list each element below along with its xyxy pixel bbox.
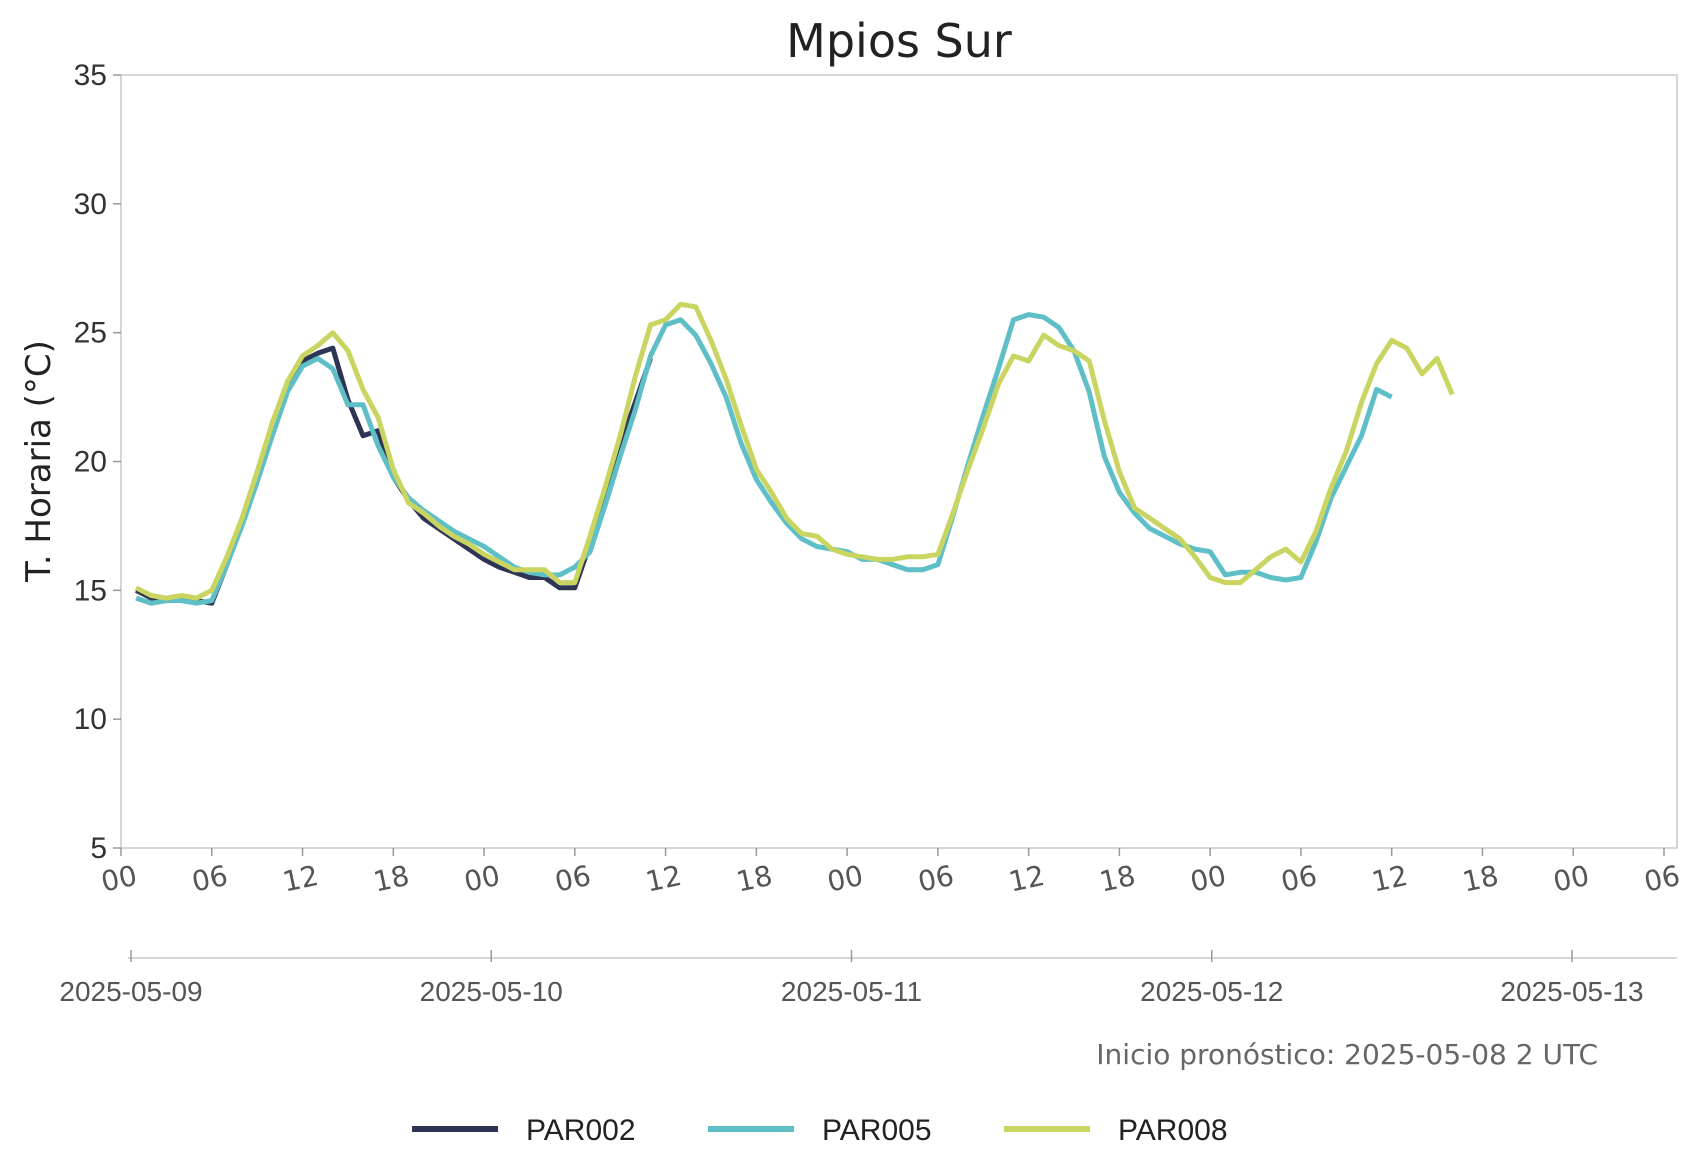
plot-frame [120,74,1678,849]
date-tick-label: 2025-05-10 [420,976,563,1007]
series-lines [134,301,1455,606]
x-hour-tick-label: 12 [1006,859,1048,899]
x-hour-tick-label: 06 [1278,859,1320,899]
legend: PAR002 PAR005 PAR008 [412,1114,1228,1147]
x-hour-tick-label: 12 [1369,859,1411,899]
x-axis-hours: 00 06 12 18 00 06 12 18 00 06 12 18 00 06 12 18 00 06 [98,848,1683,899]
x-hour-tick-label: 06 [189,859,231,899]
y-axis-label: T. Horaria (°C) [19,340,59,583]
x-hour-tick-label: 12 [280,859,322,899]
x-hour-tick-label: 18 [1460,859,1502,899]
x-hour-tick-label: 06 [1641,859,1683,899]
legend-label-par008: PAR008 [1118,1114,1228,1147]
legend-label-par005: PAR005 [822,1114,932,1147]
y-tick-label: 15 [74,574,107,607]
chart-title: Mpios Sur [786,14,1012,68]
y-tick-label: 30 [74,188,107,221]
date-tick-label: 2025-05-12 [1140,976,1283,1007]
y-axis: 5 10 15 20 25 30 35 [74,59,121,865]
x-hour-tick-label: 00 [98,859,140,899]
x-hour-tick-label: 18 [370,859,412,899]
y-tick-label: 5 [90,832,107,865]
y-tick-label: 25 [74,317,107,350]
legend-label-par002: PAR002 [526,1114,636,1147]
x-hour-tick-label: 00 [824,859,866,899]
x-hour-tick-label: 18 [1097,859,1139,899]
x-hour-tick-label: 18 [734,859,776,899]
x-hour-tick-label: 12 [643,859,685,899]
series-line-par008 [134,301,1455,601]
x-hour-tick-label: 06 [915,859,957,899]
y-tick-label: 20 [74,446,107,479]
x-axis-dates: 2025-05-09 2025-05-10 2025-05-11 2025-05-12… [59,950,1677,1007]
y-tick-label: 10 [74,703,107,736]
forecast-start-note: Inicio pronóstico: 2025-05-08 2 UTC [1096,1038,1598,1071]
series-line-par005 [135,312,1393,606]
x-hour-tick-label: 00 [461,859,503,899]
x-hour-tick-label: 06 [552,859,594,899]
date-tick-label: 2025-05-13 [1500,976,1643,1007]
x-hour-tick-label: 00 [1550,859,1592,899]
date-tick-label: 2025-05-11 [781,976,922,1007]
y-tick-label: 35 [74,59,107,92]
x-hour-tick-label: 00 [1187,859,1229,899]
date-tick-label: 2025-05-09 [59,976,202,1007]
